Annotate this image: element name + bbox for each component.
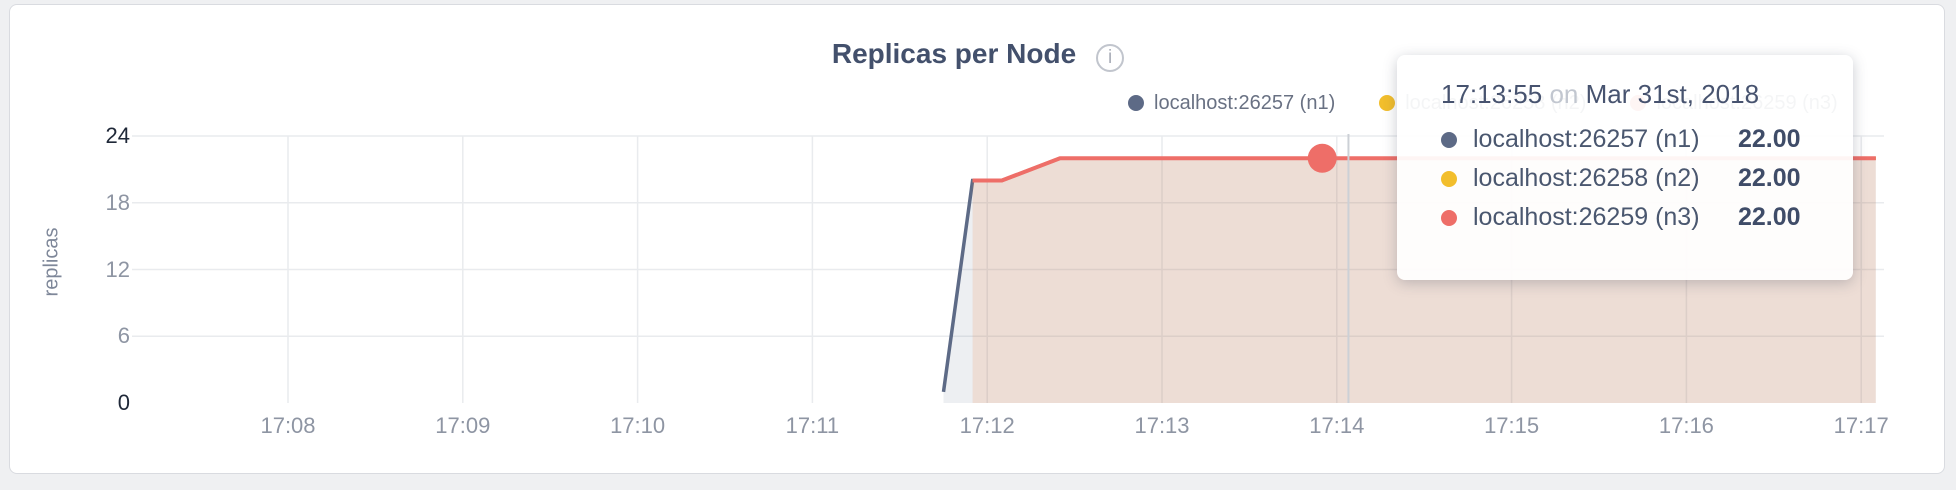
tooltip-series-label: localhost:26259 (n3) <box>1473 203 1700 231</box>
x-tick-label: 17:09 <box>435 413 491 438</box>
y-tick-label: 18 <box>105 189 130 215</box>
tooltip-series-value: 22.00 <box>1738 203 1801 231</box>
tooltip-series-value: 22.00 <box>1738 125 1801 153</box>
tooltip-date: Mar 31st, 2018 <box>1585 79 1760 109</box>
tooltip-row: localhost:26259 (n3) 22.00 <box>1441 198 1817 237</box>
tooltip-row: localhost:26258 (n2) 22.00 <box>1441 159 1817 198</box>
hover-point[interactable] <box>1307 143 1337 173</box>
x-tick-label: 17:13 <box>1134 413 1190 438</box>
tooltip-connector: on <box>1549 79 1579 109</box>
tooltip-series-label: localhost:26257 (n1) <box>1473 125 1700 153</box>
tooltip-series-label: localhost:26258 (n2) <box>1473 164 1700 192</box>
legend-dot-icon <box>1128 95 1144 111</box>
legend-item[interactable]: localhost:26257 (n1) <box>1128 92 1335 115</box>
x-tick-label: 17:08 <box>260 413 316 438</box>
x-tick-label: 17:11 <box>785 413 840 438</box>
info-icon-glyph: i <box>1108 47 1113 68</box>
info-icon[interactable]: i <box>1096 44 1125 72</box>
tooltip-series-dot-icon <box>1441 170 1457 187</box>
tooltip-row: localhost:26257 (n1) 22.00 <box>1441 120 1817 159</box>
tooltip-series-dot-icon <box>1441 209 1457 226</box>
tooltip-series-value: 22.00 <box>1738 164 1801 192</box>
x-tick-label: 17:15 <box>1484 413 1540 438</box>
x-tick-label: 17:16 <box>1658 413 1714 438</box>
y-tick-label: 6 <box>117 323 130 349</box>
legend-dot-icon <box>1379 95 1396 111</box>
x-tick-label: 17:12 <box>959 413 1015 438</box>
y-tick-label: 12 <box>105 256 130 282</box>
y-tick-label: 24 <box>105 123 130 148</box>
chart-header: Replicas per Node i <box>0 34 1956 74</box>
y-tick-label: 0 <box>117 390 130 415</box>
tooltip-series-dot-icon <box>1441 131 1457 148</box>
legend-label: localhost:26257 (n1) <box>1154 91 1336 114</box>
x-tick-label: 17:10 <box>610 413 666 438</box>
x-tick-label: 17:14 <box>1309 413 1365 438</box>
hover-tooltip: 17:13:55 on Mar 31st, 2018 localhost:262… <box>1397 55 1853 280</box>
chart-title: Replicas per Node <box>831 38 1077 69</box>
x-tick-label: 17:17 <box>1833 413 1889 438</box>
tooltip-rows: localhost:26257 (n1) 22.00 localhost:26258… <box>1441 120 1817 237</box>
tooltip-header: 17:13:55 on Mar 31st, 2018 <box>1441 79 1817 110</box>
tooltip-time: 17:13:55 <box>1441 79 1543 109</box>
